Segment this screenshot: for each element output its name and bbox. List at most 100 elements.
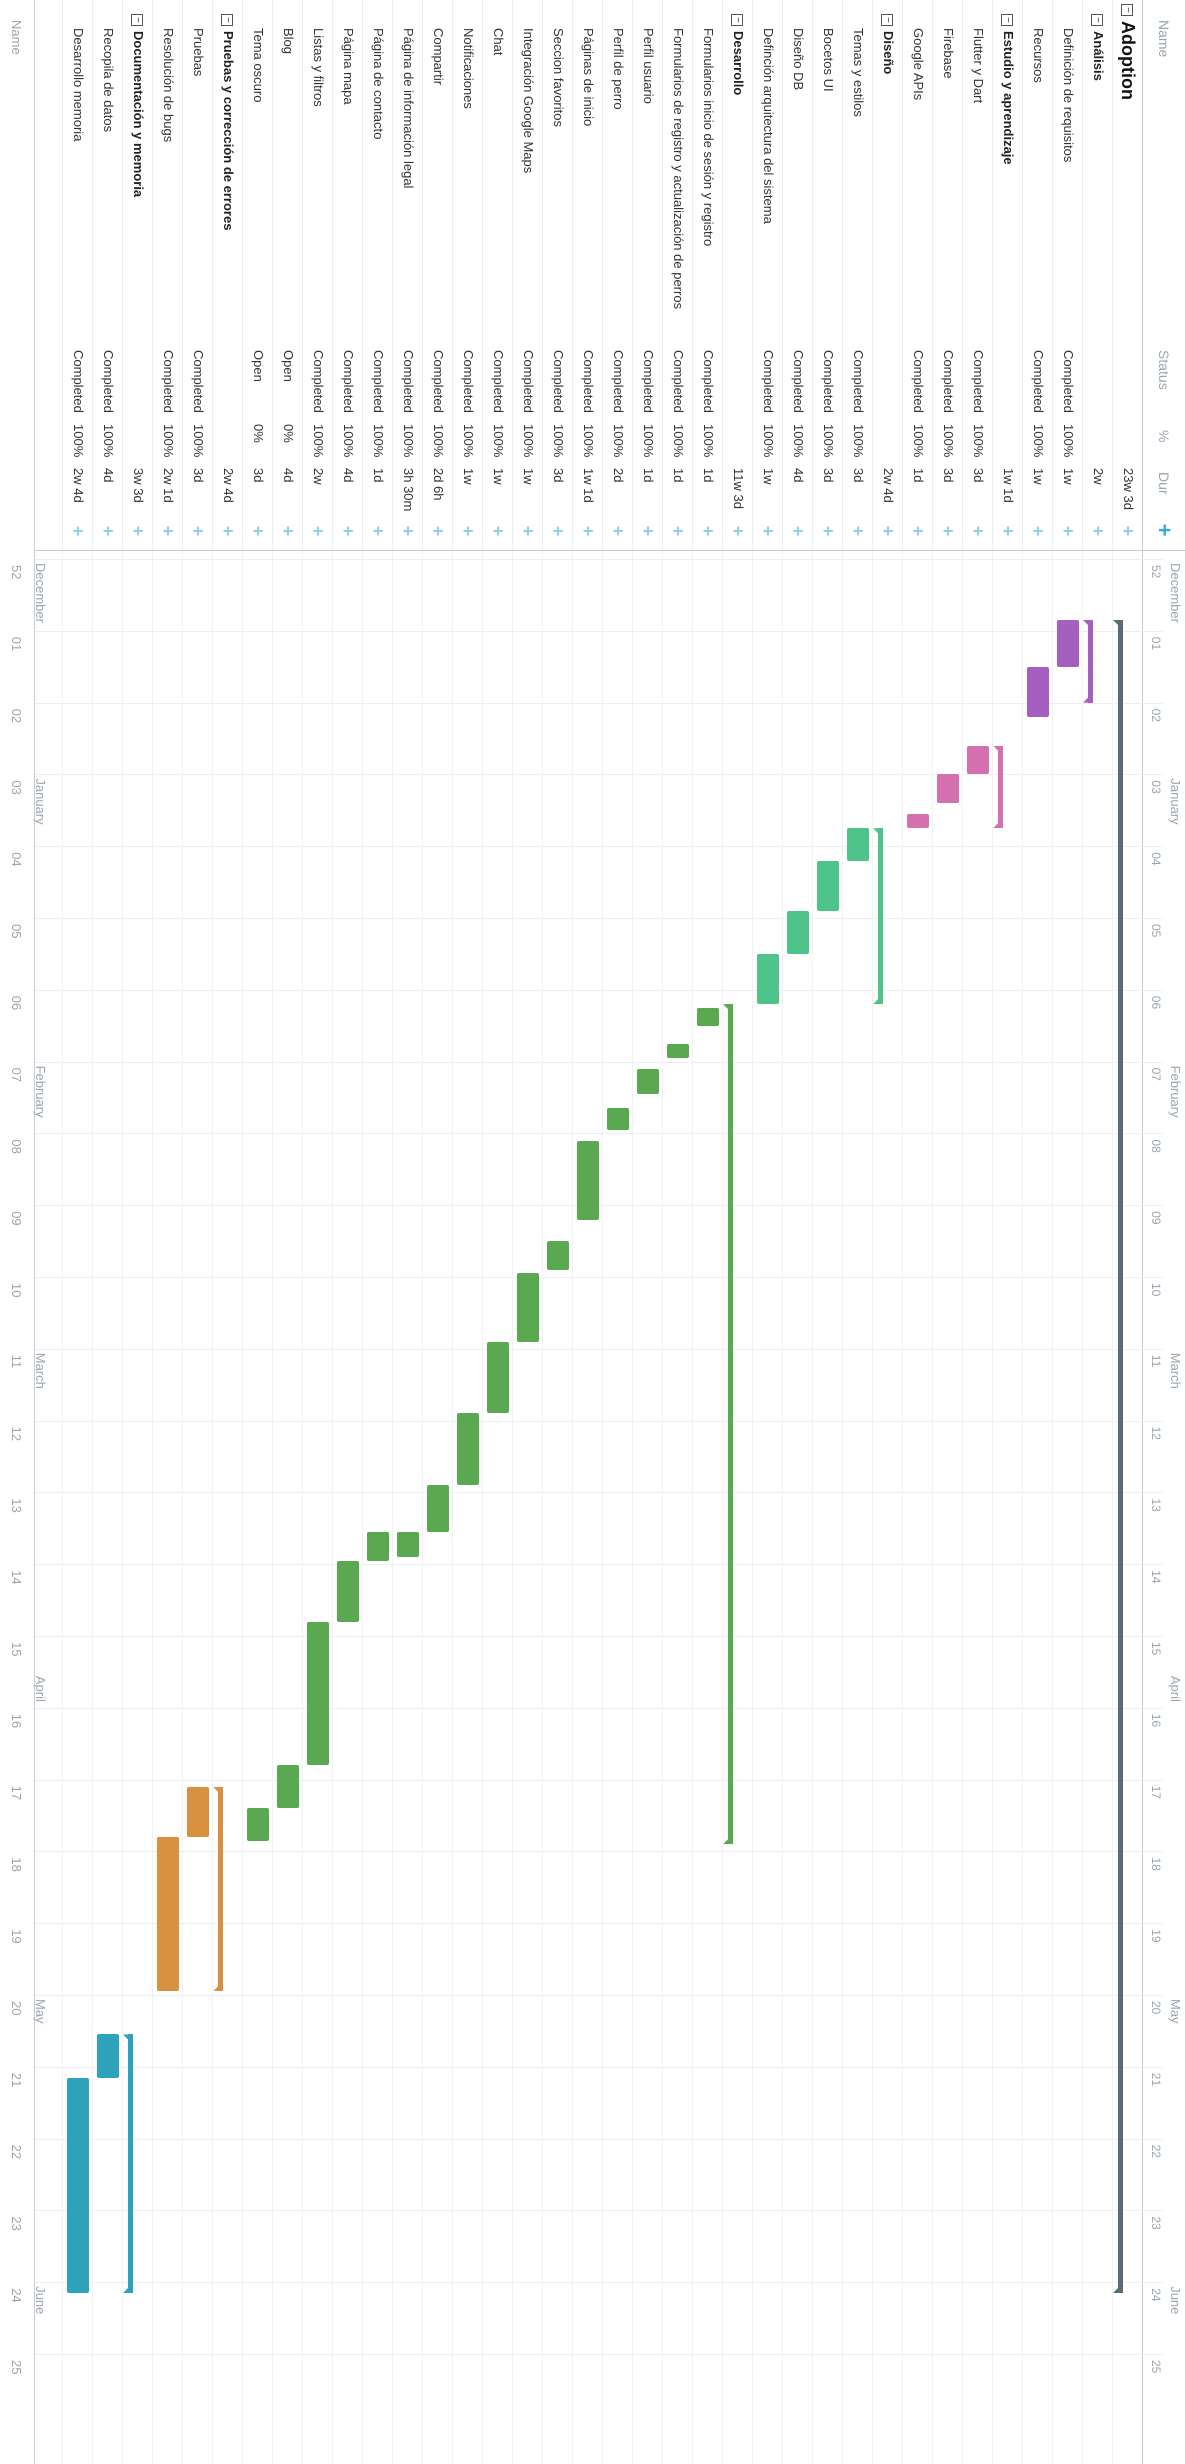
- task-status[interactable]: Completed: [401, 350, 416, 413]
- summary-bar[interactable]: [728, 1004, 733, 1845]
- task-bar[interactable]: [757, 953, 779, 1005]
- task-name[interactable]: − Estudio y aprendizaje: [993, 0, 1023, 354]
- task-bar[interactable]: [637, 1068, 659, 1094]
- group-row[interactable]: − Desarrollo 11w 3d +: [722, 0, 753, 550]
- task-percent[interactable]: [1113, 424, 1143, 464]
- task-status[interactable]: [723, 350, 753, 418]
- task-bar[interactable]: [787, 910, 809, 954]
- task-name[interactable]: Desarrollo memoria: [63, 0, 93, 368]
- task-duration[interactable]: 1d: [671, 468, 686, 483]
- add-subtask-plus-icon[interactable]: +: [308, 525, 328, 537]
- task-status[interactable]: Completed: [1061, 350, 1076, 413]
- task-row[interactable]: Definición de requisitos Completed 100% 1w +: [1052, 0, 1083, 550]
- task-row[interactable]: Desarrollo memoria Completed 100% 2w 4d +: [62, 0, 93, 550]
- task-name[interactable]: Formularios de registro y actualización …: [663, 0, 693, 368]
- task-duration[interactable]: 1d: [641, 468, 656, 483]
- task-status[interactable]: Open: [251, 350, 266, 382]
- task-bar[interactable]: [247, 1808, 269, 1841]
- add-subtask-plus-icon[interactable]: +: [1118, 525, 1138, 537]
- task-row[interactable]: Temas y estilos Completed 100% 3d +: [842, 0, 873, 550]
- task-percent[interactable]: 100%: [461, 424, 476, 458]
- task-duration[interactable]: 3h 30m: [401, 468, 416, 512]
- task-duration[interactable]: 3d: [551, 468, 566, 483]
- task-bar[interactable]: [517, 1273, 539, 1342]
- task-name[interactable]: Bocetos UI: [813, 0, 843, 368]
- task-name[interactable]: Flutter y Dart: [963, 0, 993, 368]
- task-row[interactable]: Firebase Completed 100% 3d +: [932, 0, 963, 550]
- task-duration[interactable]: 1d: [911, 468, 926, 483]
- task-bar[interactable]: [547, 1241, 569, 1270]
- task-name[interactable]: Perfil usuario: [633, 0, 663, 368]
- task-percent[interactable]: 100%: [611, 424, 626, 458]
- add-subtask-plus-icon[interactable]: +: [548, 525, 568, 537]
- task-bar[interactable]: [937, 774, 959, 804]
- task-duration[interactable]: 3d: [941, 468, 956, 483]
- task-row[interactable]: Página de contacto Completed 100% 1d +: [362, 0, 393, 550]
- task-duration[interactable]: 2w: [311, 468, 326, 485]
- task-bar[interactable]: [97, 2034, 119, 2078]
- task-status[interactable]: Completed: [581, 350, 596, 413]
- task-name[interactable]: Compartir: [423, 0, 453, 368]
- task-percent[interactable]: 100%: [641, 424, 656, 458]
- task-status[interactable]: Completed: [671, 350, 686, 413]
- task-row[interactable]: Blog Open 0% 4d +: [272, 0, 303, 550]
- task-name[interactable]: Páginas de inicio: [573, 0, 603, 368]
- task-percent[interactable]: 100%: [311, 424, 326, 458]
- task-name[interactable]: Integración Google Maps: [513, 0, 543, 368]
- task-row[interactable]: Tema oscuro Open 0% 3d +: [242, 0, 273, 550]
- summary-bar[interactable]: [1118, 620, 1123, 2293]
- task-name[interactable]: Tema oscuro: [243, 0, 273, 368]
- task-bar[interactable]: [427, 1485, 449, 1532]
- task-status[interactable]: Completed: [341, 350, 356, 413]
- task-duration[interactable]: 2w 4d: [221, 468, 236, 503]
- task-percent[interactable]: 100%: [521, 424, 536, 458]
- group-row[interactable]: − Análisis 2w +: [1082, 0, 1113, 550]
- task-percent[interactable]: 100%: [971, 424, 986, 458]
- task-bar[interactable]: [607, 1108, 629, 1130]
- task-duration[interactable]: 3w 3d: [131, 468, 146, 503]
- add-subtask-plus-icon[interactable]: +: [698, 525, 718, 537]
- task-bar[interactable]: [1057, 620, 1079, 667]
- task-percent[interactable]: 100%: [1031, 424, 1046, 458]
- summary-bar[interactable]: [878, 828, 883, 1005]
- task-status[interactable]: Completed: [1031, 350, 1046, 413]
- task-status[interactable]: Open: [281, 350, 296, 382]
- task-status[interactable]: Completed: [431, 350, 446, 413]
- project-row[interactable]: − Adoption 23w 3d +: [1112, 0, 1143, 550]
- group-row[interactable]: − Diseño 2w 4d +: [872, 0, 903, 550]
- task-status[interactable]: [873, 350, 903, 418]
- task-name[interactable]: − Desarrollo: [723, 0, 753, 354]
- summary-bar[interactable]: [1088, 620, 1093, 703]
- task-bar[interactable]: [967, 745, 989, 775]
- task-duration[interactable]: 11w 3d: [731, 468, 746, 509]
- task-duration[interactable]: 1w: [761, 468, 776, 485]
- add-subtask-plus-icon[interactable]: +: [608, 525, 628, 537]
- task-status[interactable]: Completed: [911, 350, 926, 413]
- task-status[interactable]: Completed: [461, 350, 476, 413]
- task-percent[interactable]: 100%: [71, 424, 86, 458]
- task-row[interactable]: Seccion favoritos Completed 100% 3d +: [542, 0, 573, 550]
- task-percent[interactable]: 100%: [701, 424, 716, 458]
- task-duration[interactable]: 1w: [491, 468, 506, 485]
- task-row[interactable]: Perfil de perro Completed 100% 2d +: [602, 0, 633, 550]
- task-name[interactable]: Página de información legal: [393, 0, 423, 368]
- task-percent[interactable]: 100%: [911, 424, 926, 458]
- add-subtask-plus-icon[interactable]: +: [368, 525, 388, 537]
- task-percent[interactable]: 100%: [581, 424, 596, 458]
- task-row[interactable]: Integración Google Maps Completed 100% 1w +: [512, 0, 543, 550]
- task-percent[interactable]: [723, 424, 753, 464]
- task-status[interactable]: Completed: [551, 350, 566, 413]
- task-name[interactable]: Definción arquitectura del sistema: [753, 0, 783, 368]
- group-row[interactable]: − Pruebas y corrección de errores 2w 4d +: [212, 0, 243, 550]
- task-row[interactable]: Formularios de registro y actualización …: [662, 0, 693, 550]
- task-percent[interactable]: 0%: [251, 424, 266, 443]
- task-row[interactable]: Recursos Completed 100% 1w +: [1022, 0, 1053, 550]
- task-status[interactable]: Completed: [611, 350, 626, 413]
- collapse-toggle-icon[interactable]: −: [1120, 4, 1133, 16]
- add-subtask-plus-icon[interactable]: +: [518, 525, 538, 537]
- task-percent[interactable]: 100%: [371, 424, 386, 458]
- task-percent[interactable]: 100%: [791, 424, 806, 458]
- add-subtask-plus-icon[interactable]: +: [98, 525, 118, 537]
- task-percent[interactable]: 100%: [431, 424, 446, 458]
- column-header-status[interactable]: Status: [1156, 350, 1172, 390]
